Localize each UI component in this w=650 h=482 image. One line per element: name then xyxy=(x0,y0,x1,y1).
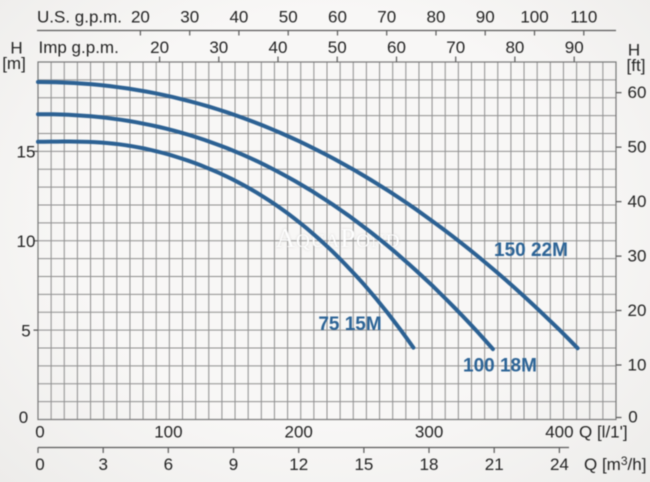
svg-text:70: 70 xyxy=(377,8,396,27)
svg-text:H: H xyxy=(628,41,640,60)
svg-text:40: 40 xyxy=(269,38,288,57)
svg-text:90: 90 xyxy=(476,8,495,27)
svg-text:9: 9 xyxy=(229,455,238,474)
svg-text:200: 200 xyxy=(285,423,313,442)
svg-text:40: 40 xyxy=(229,8,248,27)
svg-text:30: 30 xyxy=(209,38,228,57)
svg-text:18: 18 xyxy=(420,455,439,474)
svg-text:6: 6 xyxy=(164,455,173,474)
svg-text:75 15M: 75 15M xyxy=(318,314,381,335)
svg-text:Imp g.p.m.: Imp g.p.m. xyxy=(39,38,119,57)
svg-text:50: 50 xyxy=(279,8,298,27)
svg-text:70: 70 xyxy=(446,38,465,57)
svg-text:0: 0 xyxy=(35,423,44,442)
svg-text:15: 15 xyxy=(354,455,373,474)
svg-text:5: 5 xyxy=(21,321,30,340)
svg-text:Q [l/1']: Q [l/1'] xyxy=(579,423,628,442)
svg-text:400: 400 xyxy=(545,423,573,442)
svg-text:0: 0 xyxy=(35,455,44,474)
svg-text:110: 110 xyxy=(570,8,597,27)
svg-text:AquaPond: AquaPond xyxy=(276,223,401,253)
svg-text:100: 100 xyxy=(520,8,548,27)
svg-text:U.S. g.p.m.: U.S. g.p.m. xyxy=(37,8,122,27)
svg-text:20: 20 xyxy=(150,38,169,57)
svg-text:21: 21 xyxy=(485,455,504,474)
svg-text:300: 300 xyxy=(415,423,443,442)
svg-text:30: 30 xyxy=(628,247,647,266)
svg-text:30: 30 xyxy=(180,8,199,27)
svg-text:60: 60 xyxy=(387,38,406,57)
svg-text:10: 10 xyxy=(17,232,36,251)
svg-text:100: 100 xyxy=(154,423,182,442)
svg-text:24: 24 xyxy=(550,455,569,474)
svg-text:15: 15 xyxy=(17,143,36,162)
svg-text:12: 12 xyxy=(289,455,308,474)
svg-text:10: 10 xyxy=(628,356,647,375)
svg-text:3: 3 xyxy=(98,455,107,474)
svg-text:60: 60 xyxy=(628,83,647,102)
svg-text:60: 60 xyxy=(328,8,347,27)
svg-text:90: 90 xyxy=(565,38,584,57)
svg-text:40: 40 xyxy=(628,192,647,211)
svg-text:80: 80 xyxy=(505,38,524,57)
svg-text:H: H xyxy=(10,39,22,58)
svg-text:20: 20 xyxy=(131,8,150,27)
svg-text:0: 0 xyxy=(628,407,637,426)
svg-text:50: 50 xyxy=(628,138,647,157)
svg-text:Q [m3/h]: Q [m3/h] xyxy=(584,454,646,474)
svg-text:150 22M: 150 22M xyxy=(494,240,568,261)
svg-text:20: 20 xyxy=(628,301,647,320)
svg-text:[ft]: [ft] xyxy=(627,56,646,75)
svg-text:100 18M: 100 18M xyxy=(463,356,537,377)
svg-text:[m]: [m] xyxy=(2,54,26,73)
svg-text:80: 80 xyxy=(427,8,446,27)
svg-text:0: 0 xyxy=(19,408,28,427)
svg-text:50: 50 xyxy=(328,38,347,57)
